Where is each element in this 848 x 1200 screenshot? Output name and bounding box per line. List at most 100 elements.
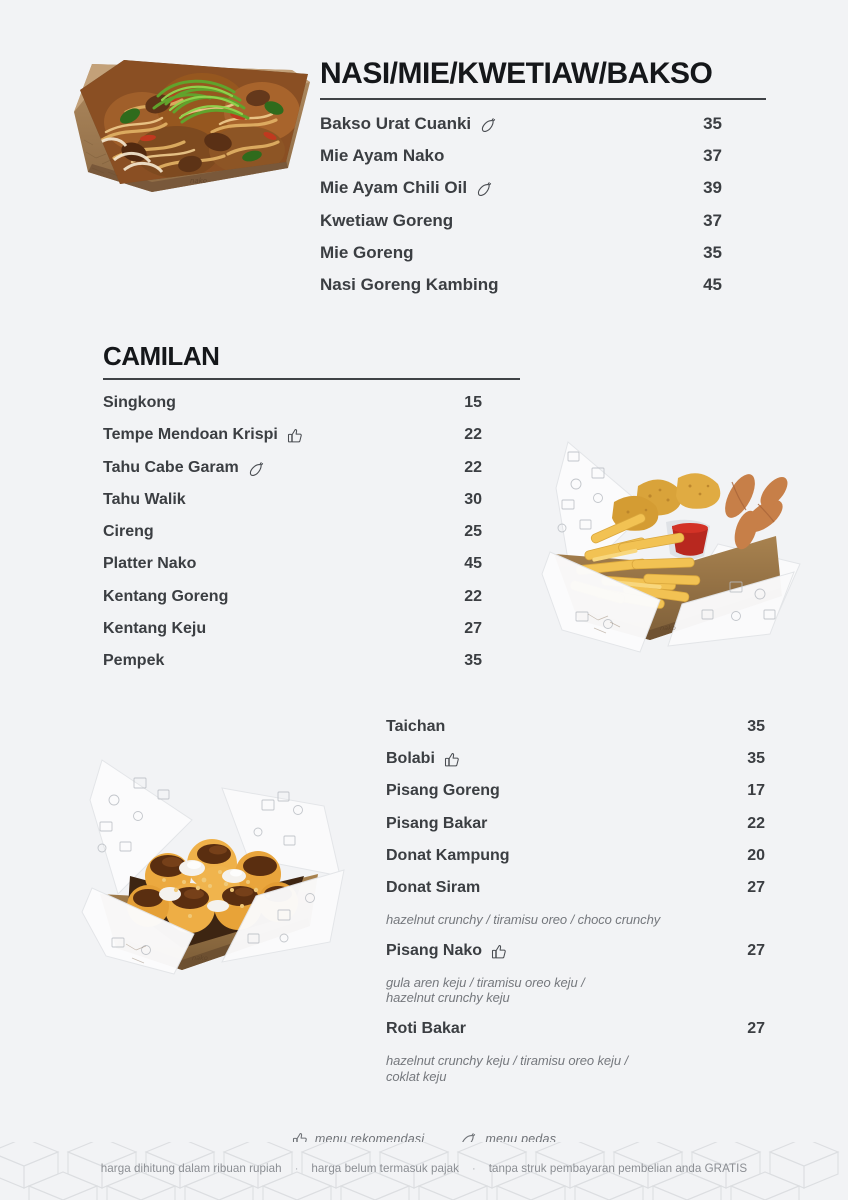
photo-platter-nako: nako [532,424,817,656]
item-name: Roti Bakar [386,1019,467,1037]
item-price: 17 [747,782,765,800]
item-name: Bakso Urat Cuanki [320,114,498,134]
menu-item[interactable]: Mie Goreng 35 [320,243,766,275]
item-name: Pisang Nako [386,942,507,960]
menu-item-block[interactable]: Donat Kampung 20 [386,847,765,879]
item-price: 37 [703,146,722,166]
item-name: Nasi Goreng Kambing [320,274,499,294]
menu-item[interactable]: Nasi Goreng Kambing 45 [320,275,766,307]
item-price: 22 [464,587,482,605]
menu-item[interactable]: Kentang Keju 27 [103,620,520,652]
item-name: Cireng [103,523,154,541]
watermark-pattern [0,1142,840,1200]
menu-item[interactable]: Platter Nako 45 [103,555,520,587]
item-price: 35 [464,652,482,670]
menu-item[interactable]: Bakso Urat Cuanki 35 [320,114,766,146]
thumbs-up-icon [444,752,460,768]
menu-item[interactable]: Mie Ayam Chili Oil 39 [320,178,766,210]
item-description: hazelnut crunchy / tiramisu oreo / choco… [386,912,661,928]
menu-item[interactable]: Taichan 35 [386,718,765,750]
menu-list: Taichan 35 Bolabi 35 Pisang Goreng 17 [386,718,765,1084]
chili-icon [248,461,266,477]
item-name: Tahu Walik [103,490,186,508]
section-title: NASI/MIE/KWETIAW/BAKSO [320,57,713,90]
item-price: 45 [464,555,482,573]
footer-note: harga belum termasuk pajak [311,1162,459,1175]
menu-item-block[interactable]: Roti Bakar 27 hazelnut crunchy keju / ti… [386,1020,765,1084]
item-price: 27 [464,620,482,638]
menu-item[interactable]: Donat Kampung 20 [386,847,765,879]
item-price: 20 [747,846,765,864]
item-name: Kwetiaw Goreng [320,210,454,230]
item-price: 27 [747,878,765,896]
menu-list: Singkong 15 Tempe Mendoan Krispi 22 Tahu… [103,394,520,685]
section-title: CAMILAN [103,341,220,371]
svg-text:nako: nako [192,954,208,962]
footer-note: tanpa struk pembayaran pembelian anda GR… [488,1162,748,1175]
menu-item[interactable]: Kentang Goreng 22 [103,588,520,620]
section-divider [320,98,766,100]
menu-item[interactable]: Roti Bakar 27 [386,1020,765,1052]
footer-separator: · [472,1162,476,1175]
svg-text:nako: nako [660,624,676,632]
footer-strip: harga dihitung dalam ribuan rupiah · har… [0,1142,848,1200]
menu-list: Bakso Urat Cuanki 35 Mie Ayam Nako 37 Mi… [320,114,766,307]
item-price: 39 [703,178,722,198]
menu-item[interactable]: Mie Ayam Nako 37 [320,146,766,178]
item-name: Kentang Keju [103,620,207,638]
item-name: Pisang Bakar [386,814,488,832]
menu-item[interactable]: Singkong 15 [103,394,520,426]
item-name: Platter Nako [103,555,197,573]
footer-separator: · [294,1162,299,1175]
menu-item[interactable]: Pisang Nako 27 [386,942,765,974]
menu-item[interactable]: Pisang Goreng 17 [386,782,765,814]
item-price: 27 [747,1019,765,1037]
item-price: 35 [747,718,765,735]
menu-item-block[interactable]: Pisang Goreng 17 [386,782,765,814]
section-camilan: CAMILAN Singkong 15 Tempe Mendoan Krispi… [103,340,520,685]
item-name: Donat Kampung [386,846,510,864]
menu-item[interactable]: Pisang Bakar 22 [386,815,765,847]
thumbs-up-icon [287,428,303,444]
menu-item[interactable]: Tempe Mendoan Krispi 22 [103,426,520,458]
item-price: 22 [464,458,482,476]
item-description: hazelnut crunchy keju / tiramisu oreo ke… [386,1053,628,1084]
item-name: Bolabi [386,750,460,768]
item-price: 22 [747,814,765,832]
item-price: 45 [703,274,722,294]
item-name: Mie Goreng [320,242,414,262]
menu-item-block[interactable]: Donat Siram 27 hazelnut crunchy / tirami… [386,879,765,928]
footer-notes: harga dihitung dalam ribuan rupiah · har… [0,1162,848,1175]
chili-icon [476,181,494,197]
section-divider [103,378,520,380]
menu-item[interactable]: Tahu Cabe Garam 22 [103,459,520,491]
item-name: Tempe Mendoan Krispi [103,426,303,444]
menu-item-block[interactable]: Taichan 35 [386,718,765,750]
item-price: 15 [464,394,482,411]
menu-item[interactable]: Cireng 25 [103,523,520,555]
menu-item[interactable]: Pempek 35 [103,652,520,684]
item-price: 22 [464,426,482,444]
menu-item-block[interactable]: Bolabi 35 [386,750,765,782]
menu-item[interactable]: Bolabi 35 [386,750,765,782]
menu-item-block[interactable]: Pisang Nako 27 gula aren keju / tiramisu… [386,942,765,1006]
item-price: 35 [703,242,722,262]
menu-item[interactable]: Tahu Walik 30 [103,491,520,523]
item-name: Pempek [103,652,165,670]
section-manis: Taichan 35 Bolabi 35 Pisang Goreng 17 [386,718,765,1084]
thumbs-up-icon [491,944,507,960]
footer-note: harga dihitung dalam ribuan rupiah [100,1162,282,1175]
section-nasi-mie-kwetiaw-bakso: NASI/MIE/KWETIAW/BAKSO Bakso Urat Cuanki… [320,56,766,307]
item-description: gula aren keju / tiramisu oreo keju / ha… [386,974,585,1006]
item-name: Tahu Cabe Garam [103,459,266,477]
item-price: 30 [464,490,482,508]
menu-item-block[interactable]: Pisang Bakar 22 [386,815,765,847]
item-price: 35 [747,750,765,768]
item-name: Pisang Goreng [386,782,500,800]
menu-item[interactable]: Kwetiaw Goreng 37 [320,211,766,243]
menu-item[interactable]: Donat Siram 27 [386,879,765,911]
svg-text:nako: nako [190,177,207,185]
item-name: Mie Ayam Chili Oil [320,178,494,198]
item-price: 37 [703,210,722,230]
